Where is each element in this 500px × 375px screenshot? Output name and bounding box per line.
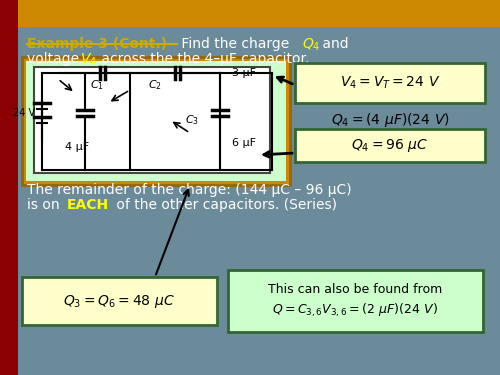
Text: EACH: EACH (67, 198, 109, 212)
Text: $Q_4 = 96\ \mu C$: $Q_4 = 96\ \mu C$ (352, 138, 428, 154)
Text: $C_1$: $C_1$ (90, 78, 104, 92)
FancyBboxPatch shape (22, 57, 290, 185)
Text: 24 V: 24 V (13, 108, 35, 118)
FancyBboxPatch shape (26, 61, 286, 181)
Text: $Q_4$: $Q_4$ (302, 37, 320, 53)
FancyBboxPatch shape (34, 67, 270, 173)
Text: $C_3$: $C_3$ (185, 113, 199, 127)
FancyBboxPatch shape (0, 0, 18, 375)
Text: $Q = C_{3,6}V_{3,6} = (2\ \mu F)(24\ V)$: $Q = C_{3,6}V_{3,6} = (2\ \mu F)(24\ V)$ (272, 302, 438, 319)
Text: Find the charge: Find the charge (177, 37, 294, 51)
Polygon shape (215, 285, 285, 365)
FancyBboxPatch shape (228, 270, 483, 332)
FancyBboxPatch shape (295, 63, 485, 103)
Text: and: and (318, 37, 348, 51)
FancyBboxPatch shape (18, 0, 26, 125)
FancyBboxPatch shape (0, 0, 500, 30)
Text: $Q_3 = Q_6 = 48\ \mu C$: $Q_3 = Q_6 = 48\ \mu C$ (63, 292, 175, 309)
Text: Example 3 (Cont.): Example 3 (Cont.) (27, 37, 167, 51)
FancyBboxPatch shape (18, 27, 500, 375)
Text: of the other capacitors. (Series): of the other capacitors. (Series) (112, 198, 337, 212)
Text: 4 μF: 4 μF (65, 142, 89, 152)
Text: across the the 4–μF capacitor.: across the the 4–μF capacitor. (97, 52, 310, 66)
Polygon shape (350, 0, 500, 175)
Text: $C_2$: $C_2$ (148, 78, 162, 92)
Text: The remainder of the charge: (144 μC – 96 μC): The remainder of the charge: (144 μC – 9… (27, 183, 351, 197)
Text: 3 μF: 3 μF (232, 68, 256, 78)
FancyBboxPatch shape (295, 129, 485, 162)
Text: $V_4 = V_T = 24$ V: $V_4 = V_T = 24$ V (340, 75, 440, 91)
Text: $Q_4 = (4\ \mu F)(24\ V)$: $Q_4 = (4\ \mu F)(24\ V)$ (330, 111, 450, 129)
Text: voltage: voltage (27, 52, 84, 66)
Text: 6 μF: 6 μF (232, 138, 256, 148)
Text: $V_4$: $V_4$ (80, 52, 97, 68)
Text: This can also be found from: This can also be found from (268, 283, 442, 296)
Text: is on: is on (27, 198, 64, 212)
FancyBboxPatch shape (22, 277, 217, 325)
